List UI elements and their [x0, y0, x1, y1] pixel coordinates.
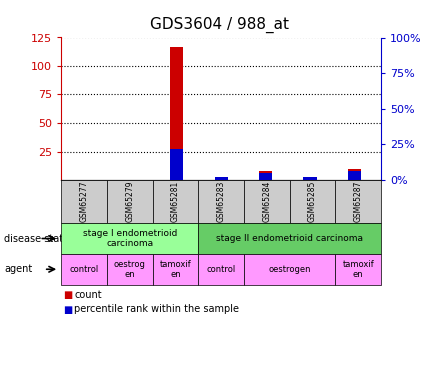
Text: tamoxif
en: tamoxif en [159, 260, 191, 279]
Text: disease state: disease state [4, 234, 70, 243]
Text: GSM65279: GSM65279 [125, 181, 134, 222]
Text: stage II endometrioid carcinoma: stage II endometrioid carcinoma [216, 234, 363, 243]
Text: GSM65287: GSM65287 [354, 181, 363, 222]
Bar [348, 171, 361, 180]
Text: oestrogen: oestrogen [268, 265, 311, 274]
Text: control: control [207, 265, 236, 274]
Text: GSM65277: GSM65277 [80, 181, 88, 222]
Text: GSM65284: GSM65284 [262, 181, 272, 222]
Text: GSM65285: GSM65285 [308, 181, 317, 222]
Bar [259, 173, 272, 180]
Text: GDS3604 / 988_at: GDS3604 / 988_at [149, 17, 289, 33]
Bar [304, 177, 317, 180]
Text: GSM65283: GSM65283 [217, 181, 226, 222]
Text: GSM65281: GSM65281 [171, 181, 180, 222]
Bar [170, 148, 184, 180]
Text: stage I endometrioid
carcinoma: stage I endometrioid carcinoma [83, 229, 177, 248]
Text: oestrog
en: oestrog en [114, 260, 146, 279]
Bar [170, 46, 184, 180]
Bar [348, 169, 361, 180]
Text: control: control [70, 265, 99, 274]
Bar [259, 171, 272, 180]
Text: count: count [74, 290, 102, 300]
Text: ■: ■ [64, 304, 73, 315]
Text: ■: ■ [64, 290, 73, 300]
Bar [215, 177, 228, 180]
Text: tamoxif
en: tamoxif en [343, 260, 374, 279]
Text: percentile rank within the sample: percentile rank within the sample [74, 304, 240, 315]
Text: agent: agent [4, 264, 32, 274]
